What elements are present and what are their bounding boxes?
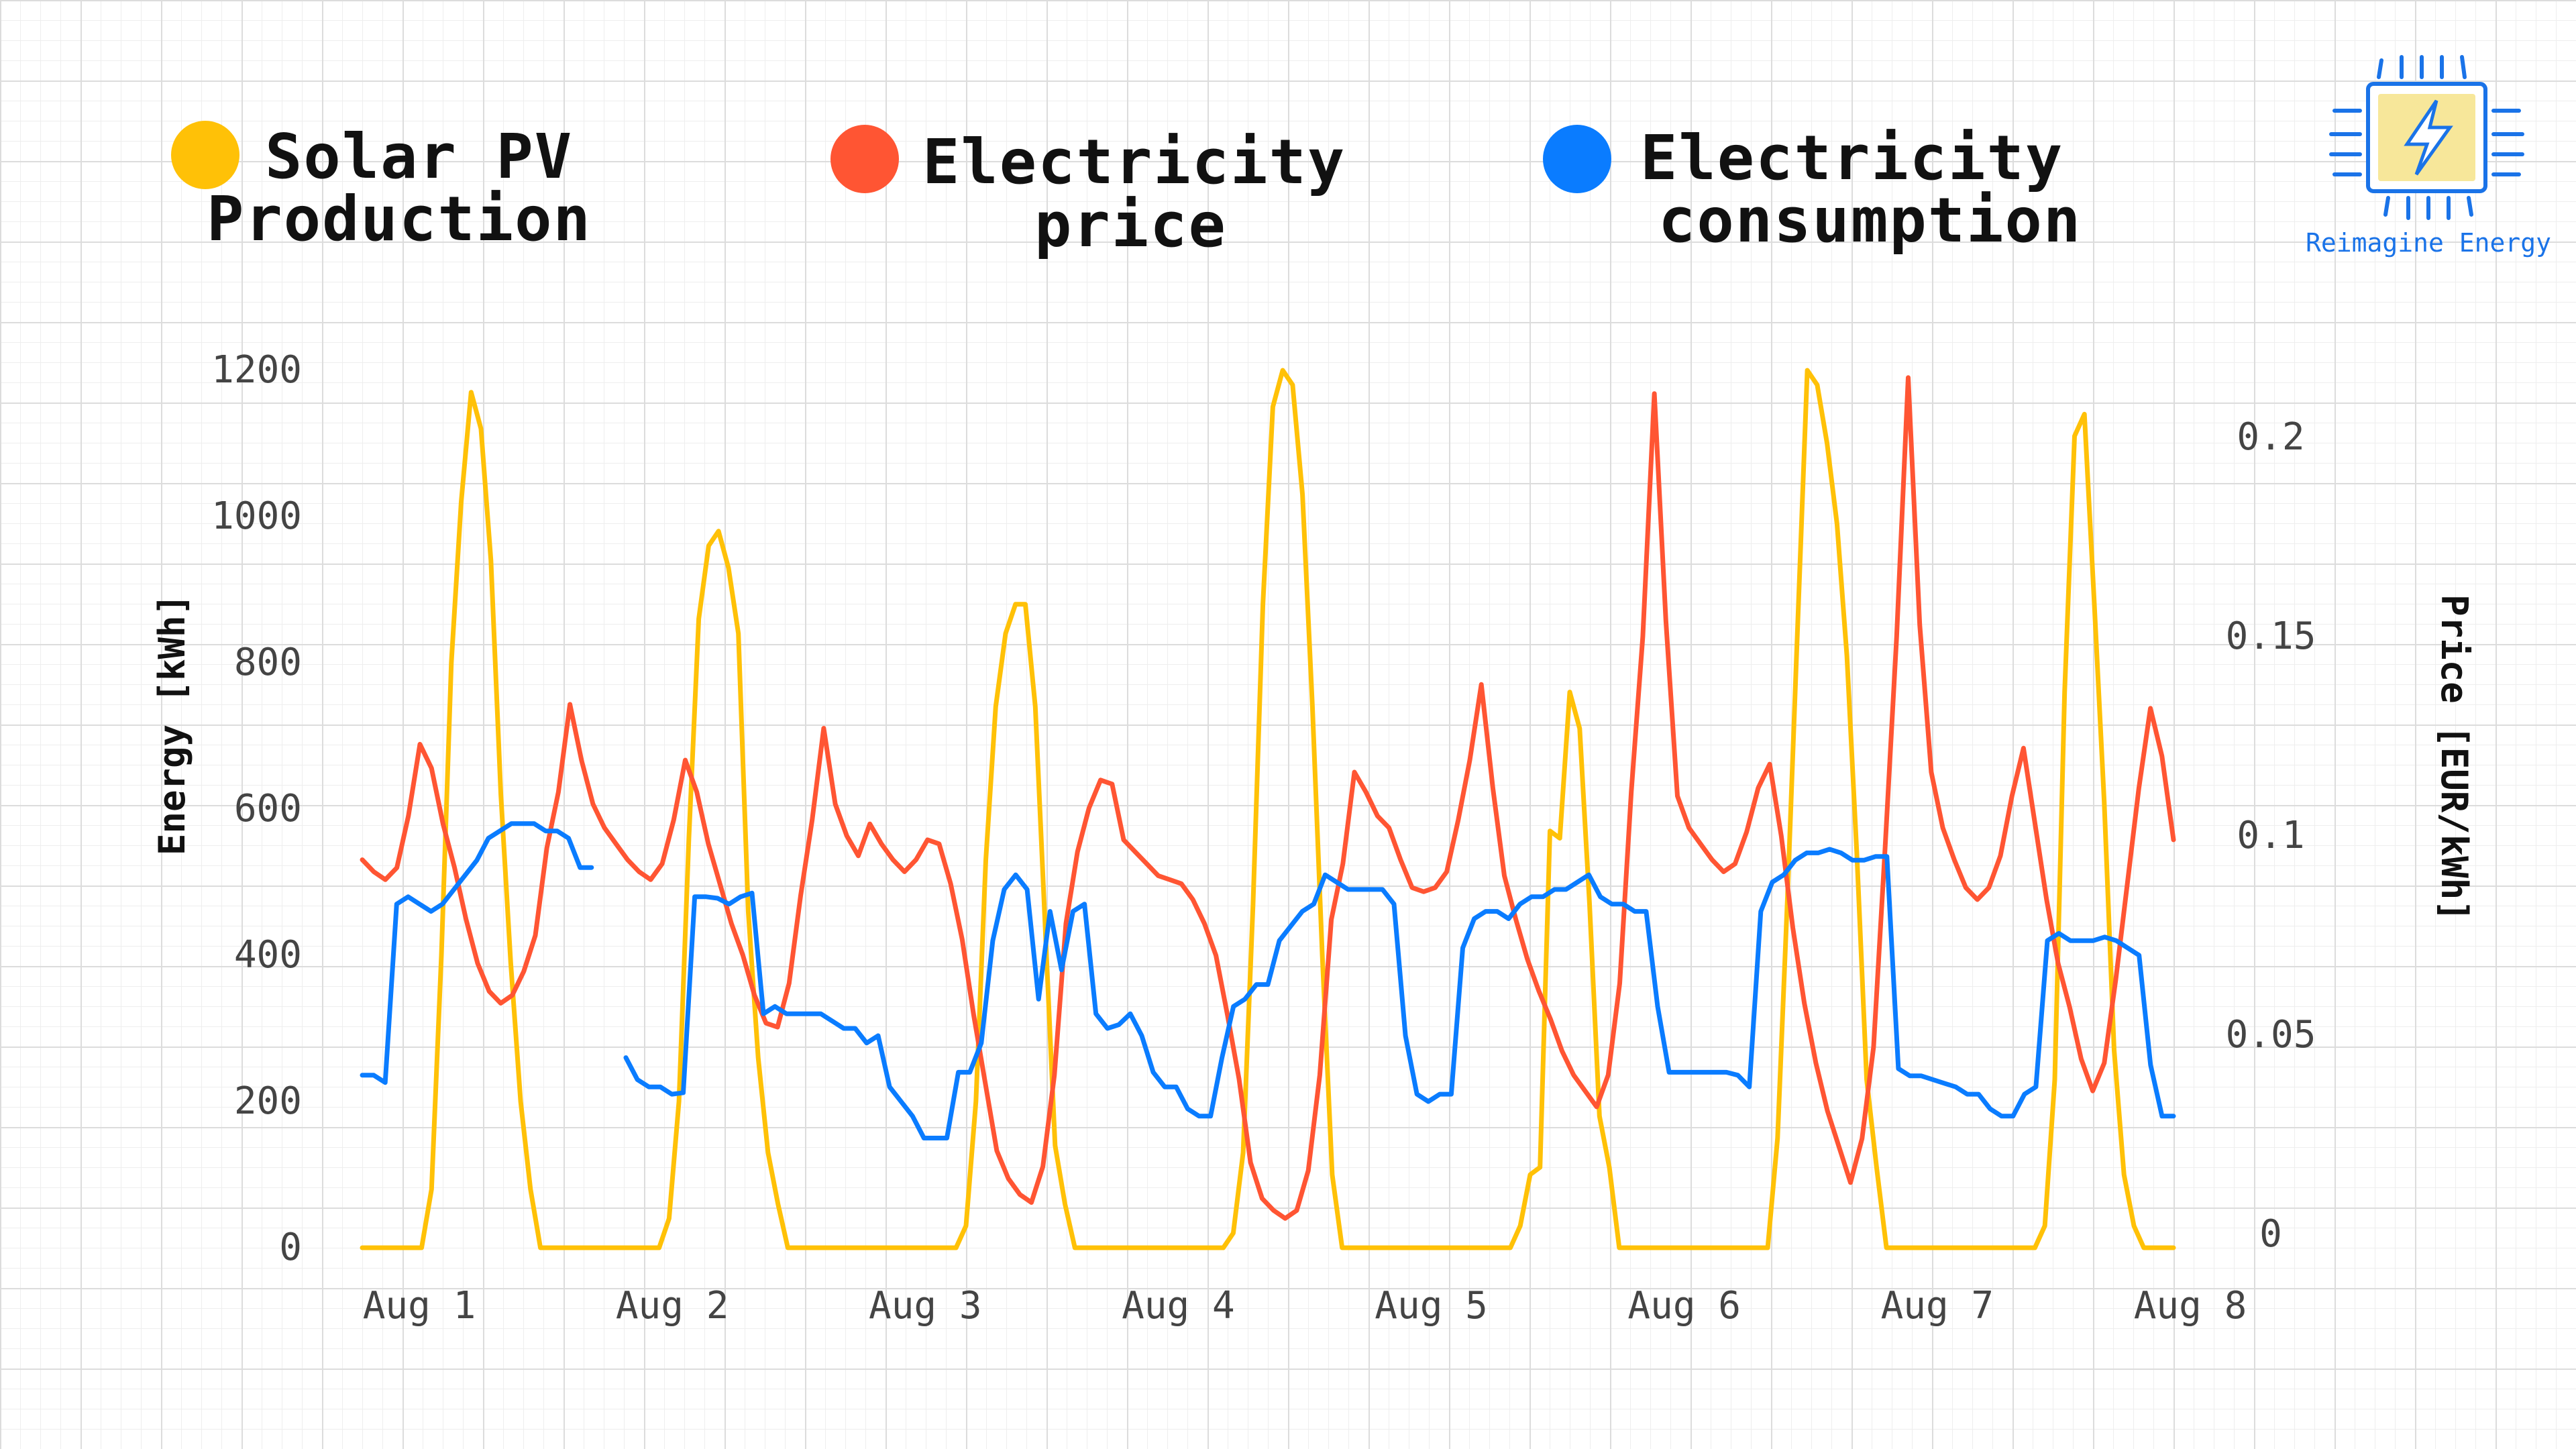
lightning-chip-icon bbox=[2329, 55, 2524, 220]
x-tick-label: Aug 2 bbox=[616, 1284, 729, 1328]
x-tick-label: Aug 7 bbox=[1881, 1284, 1994, 1328]
y-left-tick-label: 400 bbox=[234, 933, 302, 977]
legend-price-line2: price bbox=[1034, 189, 1227, 261]
y-left-tick-label: 1200 bbox=[211, 348, 302, 392]
y-right-tick-label: 0.15 bbox=[2226, 614, 2316, 658]
y-left-axis-title: Energy [kWh] bbox=[151, 594, 193, 855]
y-left-ticks: 0 200 400 600 800 1000 1200 bbox=[211, 348, 302, 1269]
series-layer bbox=[360, 368, 2176, 1250]
x-tick-label: Aug 1 bbox=[363, 1284, 476, 1328]
x-tick-label: Aug 6 bbox=[1627, 1284, 1741, 1328]
legend-consumption-dot bbox=[1543, 125, 1611, 193]
legend-solar-line1: Solar PV bbox=[265, 121, 574, 193]
y-right-ticks: 0 0.05 0.1 0.15 0.2 bbox=[2226, 415, 2316, 1256]
y-left-tick-label: 600 bbox=[234, 787, 302, 830]
y-right-tick-label: 0 bbox=[2259, 1212, 2282, 1256]
brand-name: Reimagine Energy bbox=[2305, 228, 2552, 258]
y-left-tick-label: 800 bbox=[234, 641, 302, 684]
legend-price-line1: Electricity bbox=[922, 126, 1346, 198]
x-tick-label: Aug 8 bbox=[2134, 1284, 2247, 1328]
legend-consumption-line2: consumption bbox=[1658, 184, 2082, 256]
series-line-electricity-consumption bbox=[360, 821, 2176, 1140]
legend-solar-dot bbox=[171, 121, 239, 189]
x-tick-label: Aug 4 bbox=[1122, 1284, 1235, 1328]
y-left-tick-label: 200 bbox=[234, 1079, 302, 1123]
series-line-electricity-price bbox=[360, 375, 2176, 1221]
x-ticks: Aug 1 Aug 2 Aug 3 Aug 4 Aug 5 Aug 6 Aug 7 Aug 8 bbox=[363, 1284, 2247, 1328]
x-tick-label: Aug 5 bbox=[1375, 1284, 1488, 1328]
y-right-tick-label: 0.2 bbox=[2237, 415, 2304, 459]
legend-price-dot bbox=[830, 125, 899, 193]
y-left-tick-label: 1000 bbox=[211, 494, 302, 538]
y-right-axis-title: Price [EUR/kWh] bbox=[2433, 594, 2475, 922]
x-tick-label: Aug 3 bbox=[869, 1284, 982, 1328]
y-right-tick-label: 0.05 bbox=[2226, 1013, 2316, 1057]
y-left-tick-label: 0 bbox=[279, 1226, 302, 1269]
legend-solar-line2: Production bbox=[207, 183, 592, 255]
legend-consumption-line1: Electricity bbox=[1640, 122, 2064, 194]
series-line-solar-pv-production bbox=[360, 368, 2176, 1250]
y-right-tick-label: 0.1 bbox=[2237, 814, 2304, 857]
